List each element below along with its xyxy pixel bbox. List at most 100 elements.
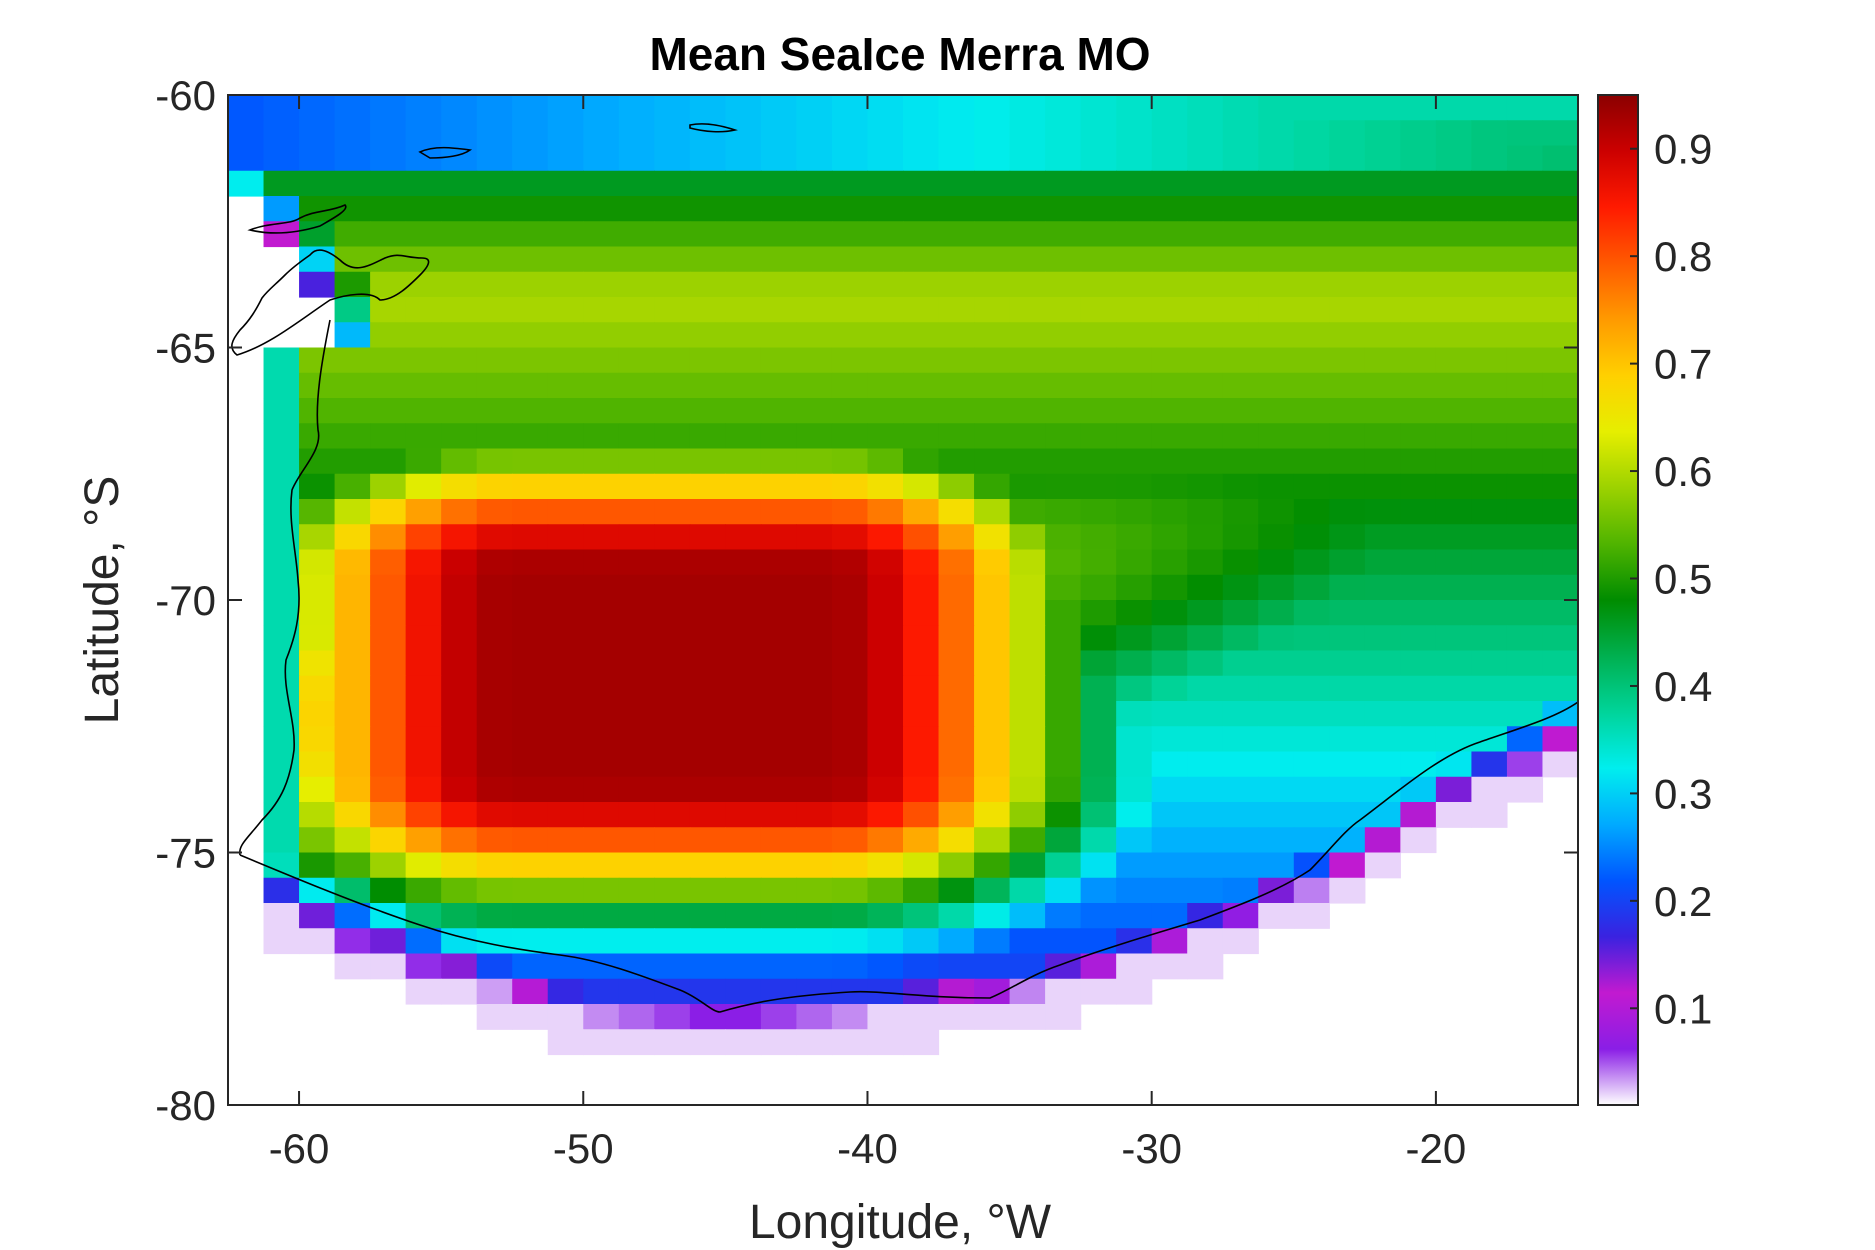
- heatmap-cell: [1116, 726, 1153, 753]
- heatmap-cell: [1364, 827, 1401, 854]
- heatmap-cell: [974, 372, 1011, 399]
- heatmap-cell: [1364, 372, 1401, 399]
- heatmap-cell: [760, 953, 798, 980]
- heatmap-cell: [974, 903, 1011, 929]
- heatmap-cell: [1080, 145, 1117, 172]
- heatmap-cell: [1045, 675, 1082, 702]
- heatmap-cell: [1045, 574, 1082, 601]
- heatmap-cell: [299, 726, 336, 753]
- heatmap-cell: [725, 625, 762, 652]
- heatmap-cell: [441, 271, 478, 298]
- heatmap-cell: [299, 170, 336, 197]
- heatmap-cell: [334, 448, 371, 475]
- heatmap-cell: [831, 802, 869, 828]
- heatmap-cell: [760, 473, 798, 500]
- heatmap-cell: [405, 347, 442, 374]
- heatmap-cell: [1542, 271, 1578, 298]
- heatmap-cell: [1222, 675, 1259, 702]
- heatmap-cell: [1080, 625, 1117, 652]
- heatmap-cell: [547, 120, 584, 147]
- heatmap-cell: [1471, 95, 1508, 121]
- heatmap-cell: [1222, 347, 1259, 374]
- heatmap-cell: [405, 549, 442, 576]
- heatmap-cell: [1222, 524, 1259, 551]
- heatmap-cell: [1080, 448, 1117, 475]
- heatmap-cell: [263, 751, 300, 778]
- heatmap-cell: [1435, 499, 1473, 525]
- heatmap-cell: [476, 398, 513, 424]
- heatmap-cell: [618, 751, 655, 778]
- heatmap-cell: [334, 827, 371, 854]
- heatmap-cell: [831, 877, 869, 904]
- heatmap-cell: [1400, 625, 1437, 652]
- heatmap-cell: [903, 802, 940, 828]
- heatmap-cell: [938, 625, 975, 652]
- heatmap-cell: [1151, 524, 1188, 551]
- heatmap-cell: [370, 625, 407, 652]
- heatmap-cell: [405, 524, 442, 551]
- heatmap-cell: [903, 448, 940, 475]
- heatmap-cell: [476, 473, 513, 500]
- heatmap-cell: [334, 903, 371, 929]
- heatmap-cell: [441, 95, 478, 121]
- heatmap-cell: [583, 297, 620, 323]
- heatmap-cell: [796, 600, 833, 626]
- heatmap-cell: [1080, 120, 1117, 147]
- heatmap-cell: [1080, 675, 1117, 702]
- heatmap-cell: [547, 322, 584, 349]
- heatmap-cell: [1258, 827, 1295, 854]
- heatmap-cell: [689, 852, 726, 879]
- heatmap-cell: [1116, 524, 1153, 551]
- heatmap-cell: [1258, 170, 1295, 197]
- heatmap-cell: [725, 701, 762, 727]
- heatmap-cell: [1222, 600, 1259, 626]
- heatmap-cell: [654, 1004, 691, 1030]
- heatmap-cell: [1400, 524, 1437, 551]
- heatmap-cell: [1329, 448, 1366, 475]
- heatmap-cell: [689, 675, 726, 702]
- heatmap-cell: [441, 675, 478, 702]
- heatmap-cell: [1435, 726, 1473, 753]
- heatmap-cell: [583, 372, 620, 399]
- heatmap-cell: [1506, 776, 1544, 803]
- heatmap-cell: [760, 524, 798, 551]
- heatmap-cell: [1009, 297, 1046, 323]
- heatmap-cell: [1258, 600, 1295, 626]
- heatmap-cell: [1187, 600, 1224, 626]
- heatmap-cell: [618, 600, 655, 626]
- heatmap-cell: [974, 398, 1011, 424]
- heatmap-cell: [903, 499, 940, 525]
- heatmap-cell: [476, 322, 513, 349]
- heatmap-cell: [1116, 776, 1153, 803]
- heatmap-cell: [1116, 423, 1153, 450]
- heatmap-cell: [938, 170, 975, 197]
- heatmap-cell: [441, 827, 478, 854]
- heatmap-cell: [1116, 120, 1153, 147]
- heatmap-cell: [547, 701, 584, 727]
- heatmap-cell: [263, 120, 300, 147]
- heatmap-cell: [228, 170, 265, 197]
- heatmap-cell: [796, 221, 833, 248]
- heatmap-cell: [1045, 701, 1082, 727]
- heatmap-cell: [1009, 827, 1046, 854]
- heatmap-cell: [1506, 221, 1544, 248]
- heatmap-cell: [1080, 95, 1117, 121]
- heatmap-cell: [441, 423, 478, 450]
- heatmap-cell: [476, 297, 513, 323]
- heatmap-cell: [938, 196, 975, 222]
- heatmap-cell: [441, 877, 478, 904]
- heatmap-cell: [1258, 221, 1295, 248]
- heatmap-cell: [1222, 448, 1259, 475]
- heatmap-cell: [1542, 322, 1578, 349]
- heatmap-cell: [1151, 120, 1188, 147]
- heatmap-cell: [1222, 928, 1259, 955]
- heatmap-cell: [547, 423, 584, 450]
- heatmap-cell: [1542, 574, 1578, 601]
- heatmap-cell: [654, 928, 691, 955]
- heatmap-cell: [796, 1029, 833, 1056]
- heatmap-cell: [903, 978, 940, 1005]
- heatmap-cell: [405, 903, 442, 929]
- heatmap-cell: [1364, 398, 1401, 424]
- heatmap-cell: [1364, 776, 1401, 803]
